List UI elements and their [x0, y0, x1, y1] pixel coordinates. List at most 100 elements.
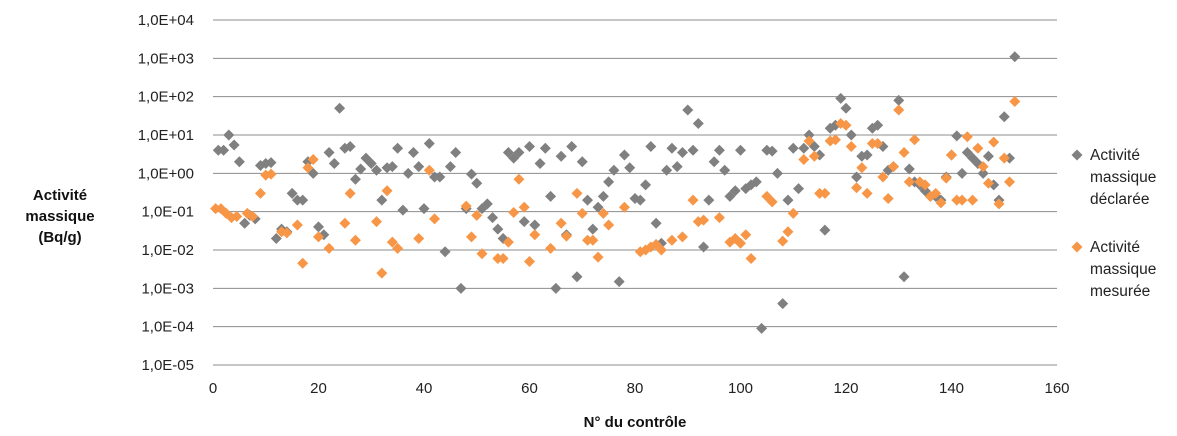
data-point: [497, 253, 509, 265]
y-tick-label: 1,0E+03: [138, 50, 194, 67]
data-point: [988, 136, 1000, 148]
data-point: [713, 212, 725, 224]
data-point: [877, 171, 889, 183]
data-point: [666, 234, 678, 246]
gridlines: [213, 19, 1057, 328]
x-tick-label: 160: [1044, 380, 1069, 397]
data-point: [887, 161, 899, 173]
data-point: [956, 167, 968, 179]
data-point: [550, 282, 562, 294]
data-point: [429, 213, 441, 225]
data-point: [898, 146, 910, 158]
x-tick-label: 60: [521, 380, 538, 397]
data-point: [465, 168, 477, 180]
data-point: [223, 129, 235, 141]
data-point: [502, 236, 514, 248]
data-point: [808, 150, 820, 162]
data-point: [423, 138, 435, 150]
data-point: [798, 142, 810, 154]
data-point: [407, 146, 419, 158]
data-point: [313, 231, 324, 243]
data-point: [281, 227, 293, 239]
data-point: [740, 229, 752, 241]
data-point: [682, 104, 694, 116]
data-point: [513, 146, 525, 158]
data-point: [819, 187, 831, 199]
data-point: [967, 194, 979, 206]
x-tick-label: 40: [416, 380, 433, 397]
x-tick-label: 100: [728, 380, 753, 397]
data-point: [703, 194, 715, 206]
data-point: [618, 201, 630, 213]
data-point: [787, 142, 799, 154]
data-point: [476, 248, 488, 260]
data-point: [597, 190, 609, 202]
legend-label-line: massique: [1090, 169, 1156, 186]
data-point: [861, 187, 873, 199]
data-point: [766, 196, 778, 208]
data-point: [650, 217, 662, 229]
data-point: [655, 244, 667, 256]
legend-item: Activité massique mesurée: [1071, 239, 1156, 300]
data-point: [376, 267, 388, 279]
data-point: [434, 171, 446, 183]
data-point: [270, 232, 282, 244]
data-point: [961, 131, 973, 143]
data-point: [545, 242, 557, 254]
legend: Activité massique déclarée Activité massique…: [1071, 147, 1156, 300]
data-point: [508, 207, 520, 219]
data-point: [803, 129, 815, 141]
y-axis-title-line: (Bq/g): [38, 229, 81, 246]
data-point: [977, 161, 989, 173]
data-point: [782, 194, 794, 206]
data-point: [729, 185, 741, 197]
data-point: [845, 141, 857, 153]
data-point: [231, 210, 243, 222]
data-point: [872, 119, 884, 131]
legend-label-line: Activité: [1090, 147, 1140, 164]
data-point: [819, 224, 831, 236]
data-point: [777, 298, 789, 310]
data-point: [745, 253, 757, 265]
data-point: [344, 141, 356, 153]
data-point: [349, 173, 361, 185]
data-point: [439, 246, 451, 258]
data-point: [993, 198, 1005, 210]
data-point: [613, 276, 625, 288]
data-point: [371, 164, 383, 176]
data-point: [560, 230, 572, 242]
y-tick-label: 1,0E-03: [141, 280, 194, 297]
data-point: [413, 232, 425, 244]
data-point: [339, 217, 351, 229]
data-point: [708, 156, 720, 168]
data-point: [592, 251, 604, 263]
data-point: [676, 146, 688, 158]
y-tick-label: 1,0E+02: [138, 89, 194, 106]
data-point: [344, 187, 356, 199]
data-point: [903, 163, 915, 175]
data-point: [302, 162, 314, 174]
data-point: [247, 210, 259, 222]
data-point: [566, 141, 578, 153]
data-point: [645, 141, 657, 153]
x-tick-label: 120: [833, 380, 858, 397]
legend-marker: [1071, 241, 1083, 253]
data-point: [334, 102, 346, 114]
data-point: [1009, 51, 1021, 63]
data-point: [392, 142, 404, 154]
x-axis-tick-labels: 0 20 40 60 80 100 120 140 160: [209, 380, 1070, 397]
data-point: [909, 134, 921, 146]
data-point: [977, 167, 989, 179]
y-axis-title-line: Activité: [33, 187, 87, 204]
data-point: [845, 129, 857, 141]
data-point: [618, 149, 630, 161]
data-point: [935, 197, 947, 209]
data-point: [313, 221, 324, 233]
data-point: [587, 234, 599, 246]
data-point: [882, 193, 894, 205]
data-point: [529, 229, 541, 241]
data-point: [492, 223, 504, 235]
legend-item: Activité massique déclarée: [1071, 147, 1156, 208]
series-declaree: [212, 51, 1021, 334]
data-point: [634, 194, 646, 206]
